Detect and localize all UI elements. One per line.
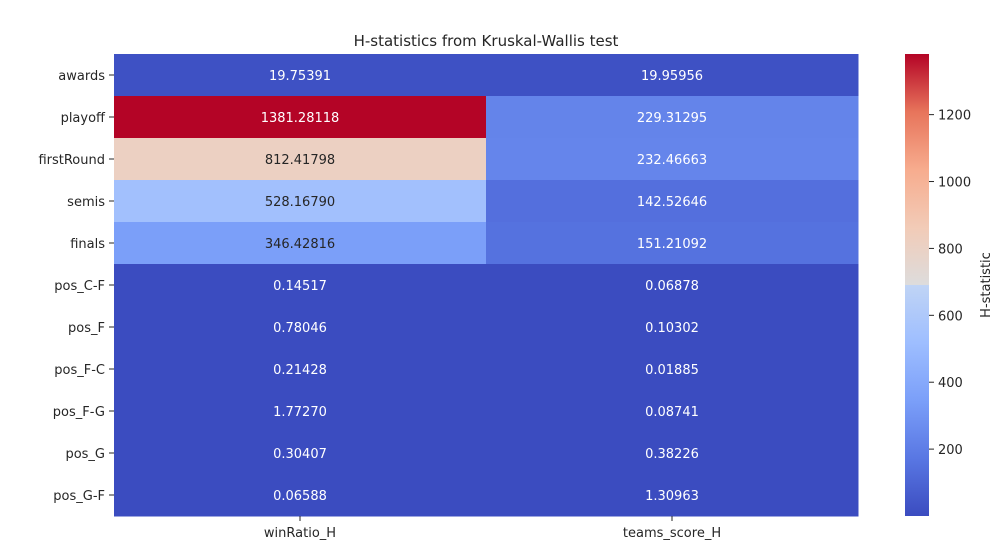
x-axis-ticks: winRatio_H teams_score_H bbox=[264, 516, 721, 541]
colorbar-tick-label: 1000 bbox=[938, 176, 971, 191]
heatmap-cell-labels: 19.75391 19.95956 1381.28118 229.31295 812.4… bbox=[261, 69, 707, 504]
y-tick-label: pos_G-F bbox=[53, 489, 105, 504]
cell-value-label: 0.30407 bbox=[273, 447, 327, 462]
heatmap-cell-firstRound-winRatio_H bbox=[114, 138, 487, 181]
heatmap-cell-awards-teams_score_H bbox=[486, 54, 859, 97]
heatmap-cell-pos_G-winRatio_H bbox=[114, 432, 487, 475]
y-axis-ticks: awards playoff firstRound semis finals pos_C-… bbox=[38, 69, 114, 504]
cell-value-label: 229.31295 bbox=[637, 111, 707, 126]
colorbar-tick-label: 200 bbox=[938, 443, 963, 458]
y-tick-label: awards bbox=[58, 69, 105, 84]
y-tick-label: finals bbox=[70, 237, 105, 252]
cell-value-label: 0.21428 bbox=[273, 363, 327, 378]
heatmap-cell-semis-winRatio_H bbox=[114, 180, 487, 223]
colorbar-tick-label: 800 bbox=[938, 242, 963, 257]
y-tick-label: pos_F-G bbox=[53, 405, 105, 420]
cell-value-label: 0.10302 bbox=[645, 321, 699, 336]
heatmap-cell-firstRound-teams_score_H bbox=[486, 138, 859, 181]
heatmap-cell-pos_G-F-teams_score_H bbox=[486, 474, 859, 517]
cell-value-label: 0.38226 bbox=[645, 447, 699, 462]
colorbar-ticks: 200 400 600 800 1000 1200 bbox=[929, 109, 971, 458]
heatmap-cell-pos_F-teams_score_H bbox=[486, 306, 859, 349]
y-tick-label: semis bbox=[67, 195, 105, 210]
heatmap-cell-pos_F-G-winRatio_H bbox=[114, 390, 487, 433]
cell-value-label: 232.46663 bbox=[637, 153, 707, 168]
cell-value-label: 0.01885 bbox=[645, 363, 699, 378]
heatmap-cell-pos_G-F-winRatio_H bbox=[114, 474, 487, 517]
x-tick-label: teams_score_H bbox=[623, 526, 721, 541]
cell-value-label: 1.30963 bbox=[645, 489, 699, 504]
colorbar-label: H-statistic bbox=[979, 252, 994, 318]
cell-value-label: 0.14517 bbox=[273, 279, 327, 294]
cell-value-label: 346.42816 bbox=[265, 237, 335, 252]
colorbar-tick-label: 600 bbox=[938, 309, 963, 324]
cell-value-label: 528.16790 bbox=[265, 195, 335, 210]
cell-value-label: 1381.28118 bbox=[261, 111, 340, 126]
cell-value-label: 19.75391 bbox=[269, 69, 331, 84]
y-tick-label: playoff bbox=[61, 111, 106, 126]
colorbar bbox=[905, 54, 929, 516]
cell-value-label: 1.77270 bbox=[273, 405, 327, 420]
heatmap-cell-playoff-winRatio_H bbox=[114, 96, 487, 139]
cell-value-label: 151.21092 bbox=[637, 237, 707, 252]
y-tick-label: firstRound bbox=[38, 153, 105, 168]
colorbar-tick-label: 1200 bbox=[938, 109, 971, 124]
x-tick-label: winRatio_H bbox=[264, 526, 336, 541]
y-tick-label: pos_C-F bbox=[54, 279, 105, 294]
heatmap-cell-playoff-teams_score_H bbox=[486, 96, 859, 139]
cell-value-label: 142.52646 bbox=[637, 195, 707, 210]
heatmap-cell-pos_F-winRatio_H bbox=[114, 306, 487, 349]
heatmap-cell-finals-teams_score_H bbox=[486, 222, 859, 265]
heatmap-cell-pos_C-F-winRatio_H bbox=[114, 264, 487, 307]
chart-title: H-statistics from Kruskal-Wallis test bbox=[354, 32, 619, 50]
heatmap-cell-finals-winRatio_H bbox=[114, 222, 487, 265]
heatmap-cell-pos_F-C-winRatio_H bbox=[114, 348, 487, 391]
y-tick-label: pos_G bbox=[65, 447, 105, 462]
heatmap-cell-pos_G-teams_score_H bbox=[486, 432, 859, 475]
cell-value-label: 812.41798 bbox=[265, 153, 335, 168]
heatmap-cell-pos_C-F-teams_score_H bbox=[486, 264, 859, 307]
cell-value-label: 0.78046 bbox=[273, 321, 327, 336]
y-tick-label: pos_F-C bbox=[54, 363, 105, 378]
heatmap-cell-pos_F-G-teams_score_H bbox=[486, 390, 859, 433]
heatmap-cells bbox=[114, 54, 859, 517]
cell-value-label: 19.95956 bbox=[641, 69, 703, 84]
cell-value-label: 0.06878 bbox=[645, 279, 699, 294]
colorbar-tick-label: 400 bbox=[938, 376, 963, 391]
heatmap-cell-semis-teams_score_H bbox=[486, 180, 859, 223]
cell-value-label: 0.08741 bbox=[645, 405, 699, 420]
y-tick-label: pos_F bbox=[68, 321, 105, 336]
heatmap-cell-pos_F-C-teams_score_H bbox=[486, 348, 859, 391]
heatmap-cell-awards-winRatio_H bbox=[114, 54, 487, 97]
cell-value-label: 0.06588 bbox=[273, 489, 327, 504]
